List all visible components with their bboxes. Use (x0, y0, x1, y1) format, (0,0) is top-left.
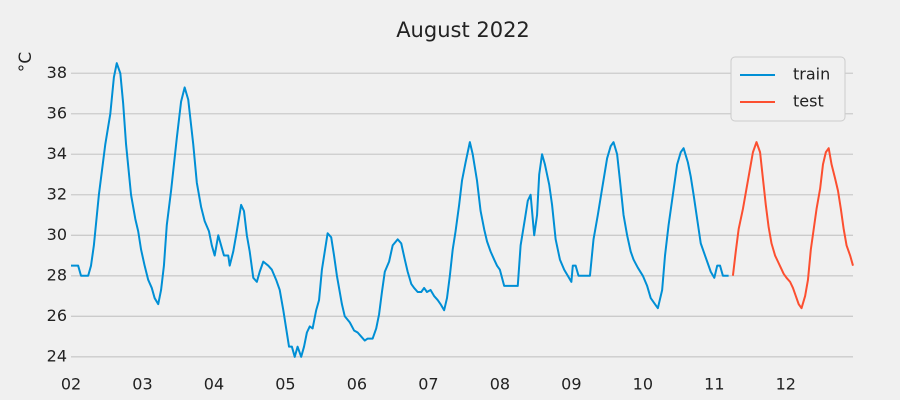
x-tick-label: 03 (132, 375, 152, 394)
y-tick-label: 38 (47, 63, 67, 82)
line-series (71, 62, 729, 358)
grid (71, 72, 853, 358)
y-tick-label: 30 (47, 225, 67, 244)
x-tick-label: 10 (633, 375, 653, 394)
y-axis-label: °C (16, 52, 36, 72)
y-tick-label: 32 (47, 184, 67, 203)
y-tick-label: 26 (47, 306, 67, 325)
line-series (731, 141, 854, 310)
x-tick-label: 07 (418, 375, 438, 394)
x-tick-label: 02 (61, 375, 81, 394)
x-tick-label: 04 (204, 375, 224, 394)
x-tick-label: 08 (490, 375, 510, 394)
chart-title: August 2022 (396, 18, 530, 42)
y-tick-label: 28 (47, 265, 67, 284)
legend-label: train (793, 65, 830, 84)
x-tick-label: 05 (275, 375, 295, 394)
x-tick-label: 09 (561, 375, 581, 394)
legend-box (730, 56, 846, 122)
legend-label: test (793, 92, 824, 111)
y-tick-label: 34 (47, 144, 67, 163)
x-tick-label: 11 (704, 375, 724, 394)
y-tick-label: 36 (47, 103, 67, 122)
y-tick-label: 24 (47, 346, 67, 365)
x-tick-label: 12 (776, 375, 796, 394)
x-tick-label: 06 (347, 375, 367, 394)
